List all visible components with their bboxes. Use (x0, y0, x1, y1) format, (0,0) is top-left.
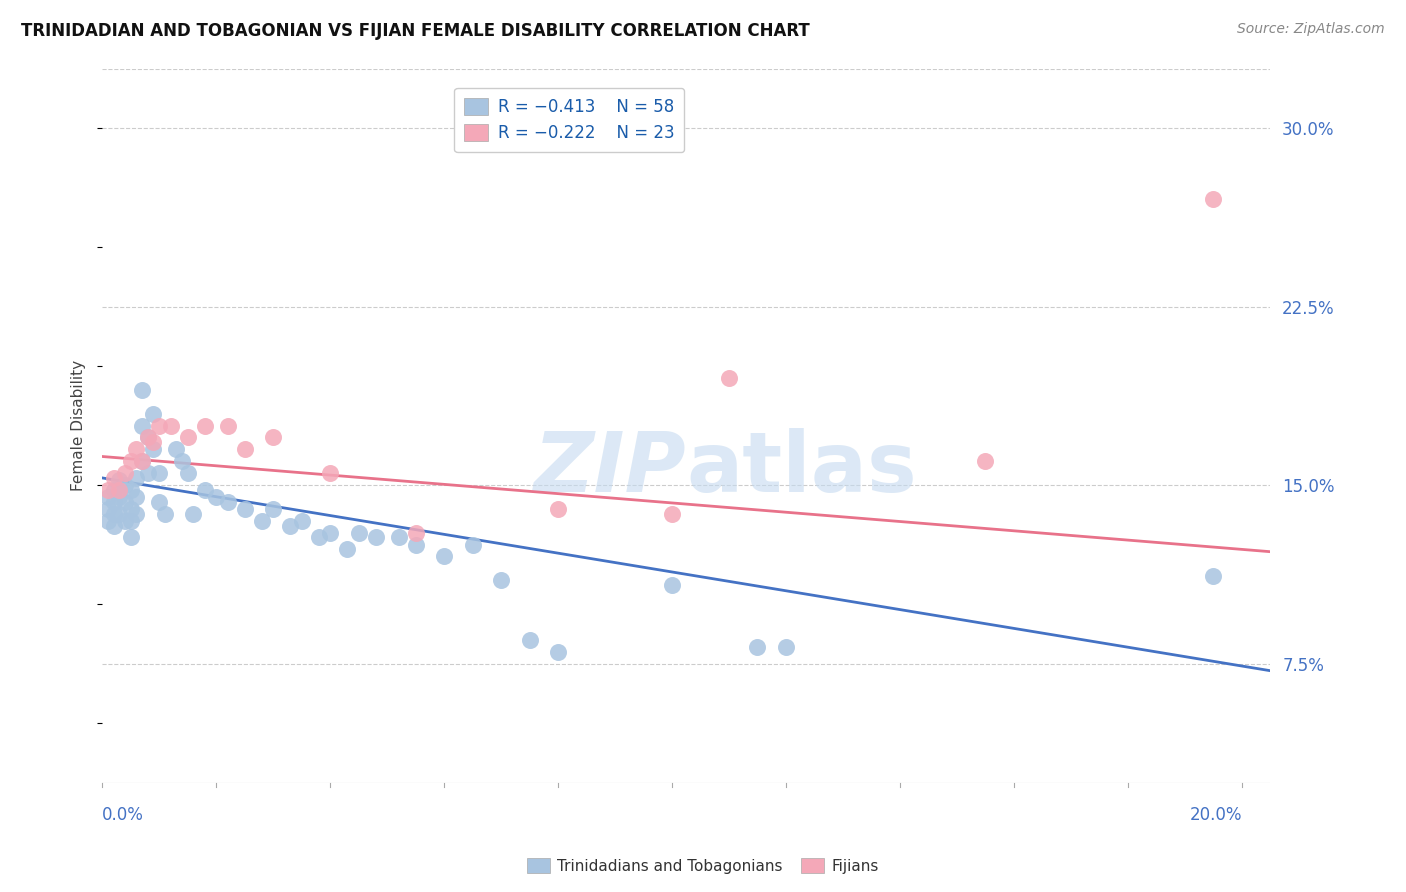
Point (97, 514, 120, 528)
Point (194, 483, 217, 497)
Point (308, 530, 330, 544)
Point (159, 418, 181, 433)
Point (142, 435, 165, 450)
Point (291, 514, 314, 528)
Text: 20.0%: 20.0% (1189, 806, 1241, 824)
Point (661, 578, 683, 592)
Point (103, 483, 125, 497)
Point (131, 454, 153, 468)
Point (120, 530, 142, 544)
Point (717, 371, 740, 385)
Point (108, 507, 131, 521)
Text: ZIP: ZIP (534, 428, 686, 509)
Point (974, 454, 997, 468)
Point (108, 473, 131, 487)
Point (547, 645, 569, 659)
Point (183, 507, 205, 521)
Point (97, 490, 120, 504)
Point (131, 454, 153, 468)
Point (114, 514, 136, 528)
Point (114, 466, 136, 480)
Text: Source: ZipAtlas.com: Source: ZipAtlas.com (1237, 22, 1385, 37)
Point (319, 525, 342, 540)
Point (489, 574, 512, 588)
Point (233, 442, 256, 457)
Point (120, 501, 142, 516)
Point (205, 490, 228, 504)
Point (233, 501, 256, 516)
Point (142, 442, 165, 457)
Point (405, 537, 427, 551)
Point (153, 507, 176, 521)
Point (108, 490, 131, 504)
Point (217, 494, 239, 508)
Point (97, 483, 120, 497)
Point (114, 478, 136, 492)
Point (125, 507, 148, 521)
Point (336, 542, 359, 557)
Point (405, 525, 427, 540)
Point (387, 530, 409, 544)
Point (347, 525, 370, 540)
Point (170, 454, 193, 468)
Legend: Trinidadians and Tobagonians, Fijians: Trinidadians and Tobagonians, Fijians (520, 852, 886, 880)
Point (433, 549, 456, 564)
Text: atlas: atlas (686, 428, 917, 509)
Point (1202, 193, 1225, 207)
Point (747, 640, 769, 654)
Point (103, 471, 125, 485)
Point (131, 383, 153, 397)
Point (262, 501, 284, 516)
Point (319, 466, 342, 480)
Point (142, 407, 165, 421)
Point (165, 442, 187, 457)
Point (136, 430, 159, 444)
Point (278, 518, 301, 533)
Point (1202, 568, 1225, 582)
Point (120, 483, 142, 497)
Text: 0.0%: 0.0% (103, 806, 143, 824)
Point (775, 640, 797, 654)
Point (364, 530, 387, 544)
Point (194, 418, 217, 433)
Point (136, 466, 159, 480)
Point (125, 471, 148, 485)
Point (125, 490, 148, 504)
Legend: R = −0.413    N = 58, R = −0.222    N = 23: R = −0.413 N = 58, R = −0.222 N = 23 (454, 87, 685, 153)
Point (108, 483, 131, 497)
Point (461, 537, 484, 551)
Y-axis label: Female Disability: Female Disability (72, 360, 86, 491)
Point (97, 501, 120, 516)
Point (661, 507, 683, 521)
Point (136, 430, 159, 444)
Point (519, 632, 541, 647)
Point (176, 430, 198, 444)
Point (148, 466, 170, 480)
Point (250, 514, 273, 528)
Point (176, 466, 198, 480)
Point (125, 442, 148, 457)
Point (131, 418, 153, 433)
Point (120, 514, 142, 528)
Point (103, 494, 125, 508)
Point (114, 494, 136, 508)
Text: TRINIDADIAN AND TOBAGONIAN VS FIJIAN FEMALE DISABILITY CORRELATION CHART: TRINIDADIAN AND TOBAGONIAN VS FIJIAN FEM… (21, 22, 810, 40)
Point (262, 430, 284, 444)
Point (120, 454, 142, 468)
Point (103, 507, 125, 521)
Point (148, 418, 170, 433)
Point (103, 518, 125, 533)
Point (547, 501, 569, 516)
Point (148, 494, 170, 508)
Point (217, 418, 239, 433)
